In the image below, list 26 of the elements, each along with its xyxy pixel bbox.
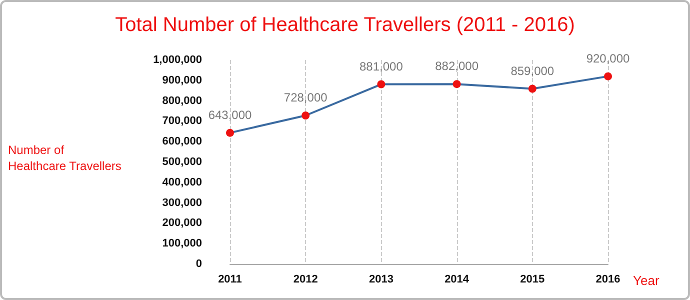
data-label: 881,000	[360, 59, 404, 74]
data-label: 643,000	[208, 108, 252, 122]
y-tick-label: 800,000	[162, 94, 202, 107]
y-tick-label: 500,000	[162, 156, 202, 168]
x-tick-label: 2012	[293, 274, 318, 286]
data-label: 859,000	[510, 64, 554, 78]
chart-title: Total Number of Healthcare Travellers (2011 - 2016)	[115, 14, 575, 36]
x-tick-label: 2016	[596, 274, 620, 286]
x-tick-label: 2014	[444, 274, 470, 286]
data-label: 882,000	[435, 59, 479, 74]
y-tick-label: 700,000	[162, 115, 202, 128]
x-tick-label: 2013	[368, 274, 394, 286]
y-tick-label: 100,000	[162, 238, 202, 250]
y-tick-label: 200,000	[162, 217, 202, 230]
y-tick-label: 1,000,000	[153, 54, 202, 66]
y-tick-label: 0	[196, 258, 202, 270]
y-tick-label: 400,000	[162, 176, 202, 188]
y-tick-label: 300,000	[162, 196, 202, 209]
data-label: 728,000	[284, 90, 328, 104]
x-tick-label: 2015	[520, 274, 545, 286]
y-tick-label: 600,000	[162, 136, 202, 148]
y-tick-label: 900,000	[162, 74, 202, 86]
x-axis-title: Year	[633, 273, 660, 288]
data-label: 920,000	[586, 51, 630, 66]
x-tick-label: 2011	[218, 274, 242, 286]
y-axis-title: Number of Healthcare Travellers	[8, 143, 122, 173]
